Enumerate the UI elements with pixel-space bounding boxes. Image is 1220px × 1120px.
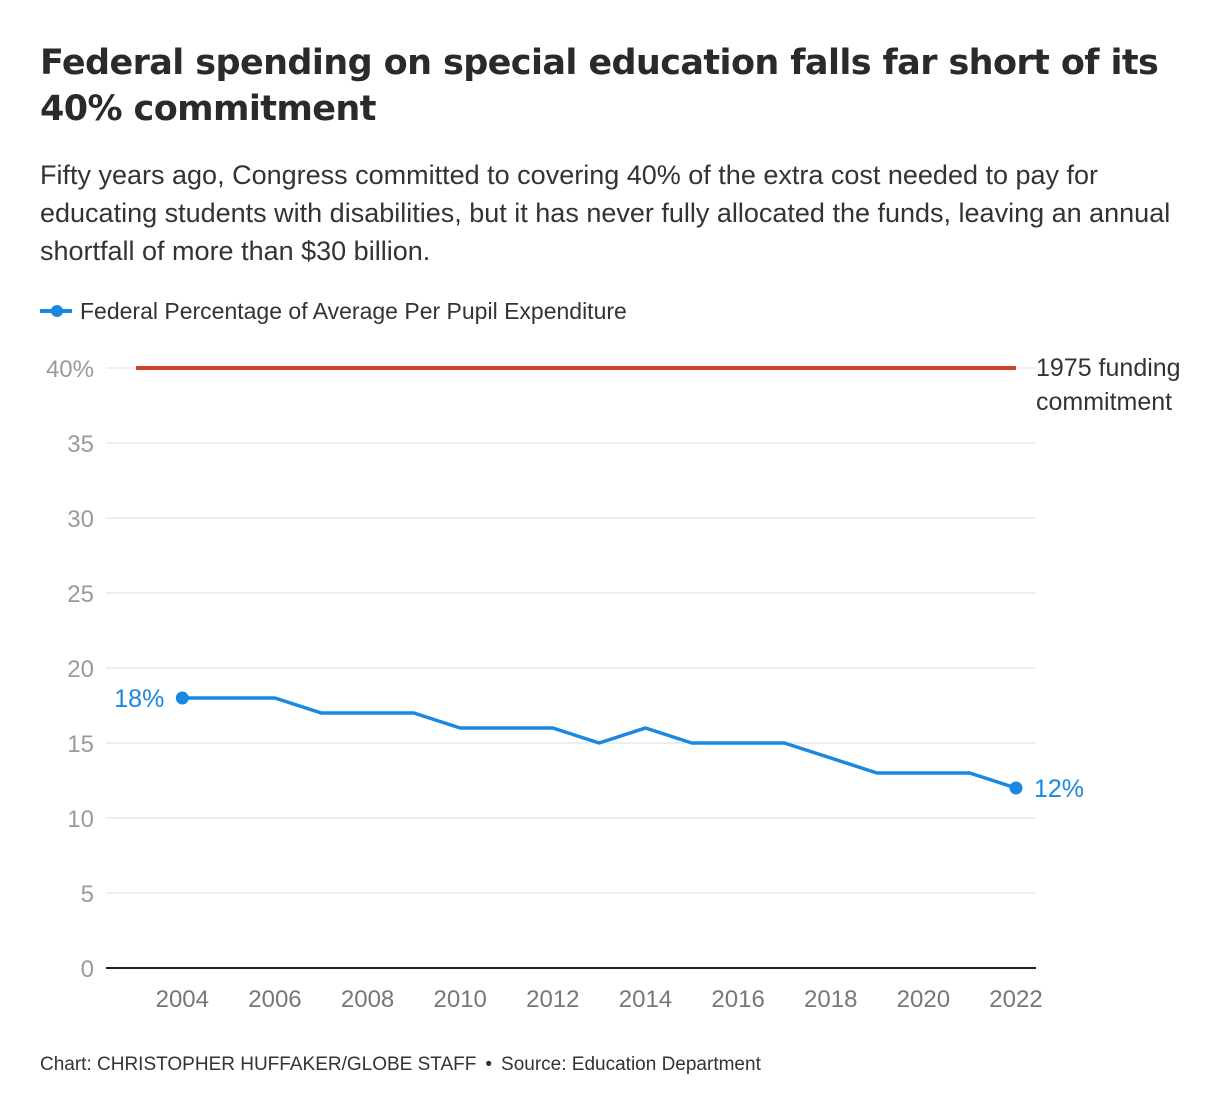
series-layer <box>180 696 1018 790</box>
x-tick-label-2020: 2020 <box>897 986 950 1013</box>
y-tick-label-30: 30 <box>67 506 94 533</box>
y-tick-label-25: 25 <box>67 581 94 608</box>
legend-label: Federal Percentage of Average Per Pupil … <box>80 297 627 324</box>
commitment-reference: 1975 funding commitment <box>136 354 1181 416</box>
legend: Federal Percentage of Average Per Pupil … <box>40 294 627 328</box>
commitment-label-line-2: commitment <box>1036 388 1172 416</box>
x-tick-label-2022: 2022 <box>989 986 1042 1013</box>
y-tick-label-15: 15 <box>67 731 94 758</box>
y-tick-label-0: 0 <box>81 956 94 983</box>
credit: Chart: CHRISTOPHER HUFFAKER/GLOBE STAFF <box>40 1054 477 1075</box>
series-line-1 <box>180 696 1018 790</box>
commitment-label-line-1: 1975 funding <box>1036 354 1181 382</box>
chart-footer: Chart: CHRISTOPHER HUFFAKER/GLOBE STAFF •… <box>40 1054 761 1076</box>
y-tick-label-20: 20 <box>67 656 94 683</box>
commitment-label: 1975 funding commitment <box>1036 354 1181 416</box>
line-with-dot-icon <box>40 301 72 321</box>
legend-swatch-dot <box>51 305 63 317</box>
x-tick-label-2014: 2014 <box>619 986 672 1013</box>
gridlines <box>106 367 1036 894</box>
endpoint-dot-2022 <box>1009 781 1023 795</box>
source: Source: Education Department <box>501 1054 761 1075</box>
x-tick-label-2016: 2016 <box>711 986 764 1013</box>
y-tick-label-35: 35 <box>67 431 94 458</box>
annotations: 18% 12% <box>114 685 1084 803</box>
x-tick-label-2018: 2018 <box>804 986 857 1013</box>
data-label-2004: 18% <box>114 685 164 713</box>
y-tick-label-40: 40% <box>46 356 94 383</box>
chart-subtitle: Fifty years ago, Congress committed to c… <box>40 160 1171 266</box>
x-tick-label-2012: 2012 <box>526 986 579 1013</box>
x-tick-label-2010: 2010 <box>434 986 487 1013</box>
chart-title: Federal spending on special education fa… <box>40 43 1159 129</box>
y-tick-label-10: 10 <box>67 806 94 833</box>
endpoint-dot-2004 <box>175 691 189 705</box>
x-tick-label-2006: 2006 <box>248 986 301 1013</box>
line-chart: 1975 funding commitment 0 5 10 15 20 25 30 35 40%… <box>46 354 1181 1013</box>
data-label-2022: 12% <box>1034 775 1084 803</box>
x-tick-label-2008: 2008 <box>341 986 394 1013</box>
x-tick-label-2004: 2004 <box>156 986 209 1013</box>
axes: 0 5 10 15 20 25 30 35 40% 2004 2006 2008 2010 2012 201… <box>46 356 1043 1013</box>
footer-separator: • <box>485 1054 493 1075</box>
y-tick-label-5: 5 <box>81 881 94 908</box>
